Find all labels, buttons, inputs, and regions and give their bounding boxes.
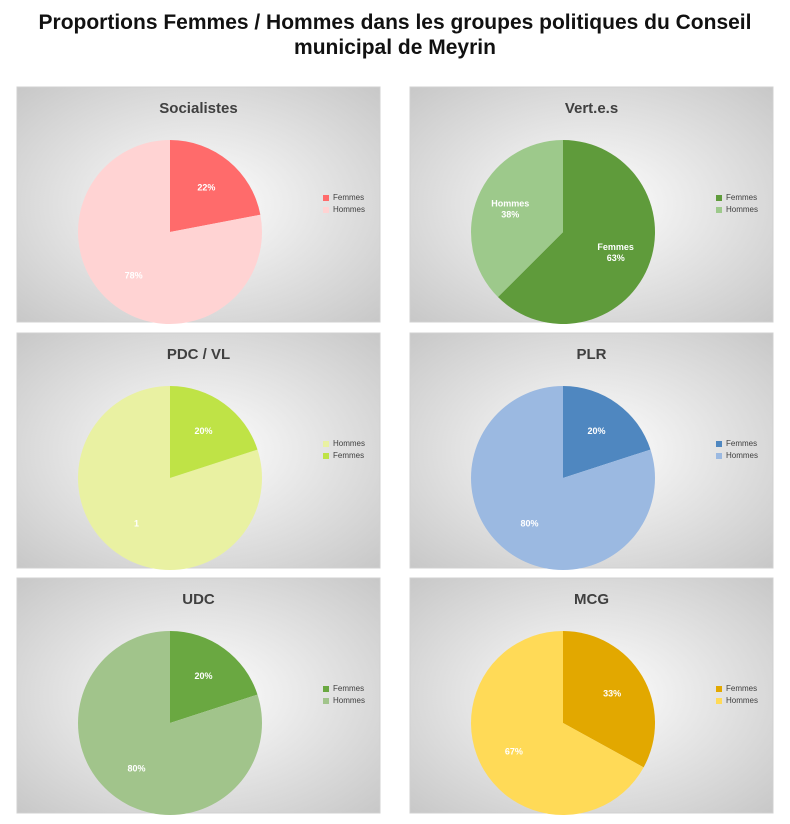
value-label: 20% <box>588 426 606 436</box>
pie-chart: PLR 20% 80% Femmes Hommes <box>409 332 774 571</box>
value-label: 22% <box>197 182 215 192</box>
chart-title: MCG <box>574 591 609 608</box>
legend-label: Hommes <box>726 696 758 705</box>
pie-slice <box>170 140 261 232</box>
pie-slice <box>471 140 563 298</box>
value-label: 20% <box>195 426 213 436</box>
legend-swatch <box>716 686 722 692</box>
value-label: 63% <box>607 253 625 263</box>
legend-label: Hommes <box>333 205 365 214</box>
legend-label: Femmes <box>333 193 364 202</box>
legend-swatch <box>716 698 722 704</box>
pie-chart: MCG 33% 67% Femmes Hommes <box>409 577 774 815</box>
pie-slice <box>497 140 656 324</box>
legend-label: Femmes <box>333 451 364 460</box>
legend-swatch <box>716 207 722 213</box>
legend-swatch <box>716 453 722 459</box>
pie-slice <box>77 631 262 816</box>
legend-swatch <box>716 441 722 447</box>
pie-slice <box>471 386 655 571</box>
legend-swatch <box>323 441 329 447</box>
chart-title: PDC / VL <box>167 346 230 363</box>
legend-swatch <box>323 698 329 704</box>
legend-label: Hommes <box>333 696 365 705</box>
chart-title: PLR <box>577 346 607 363</box>
slice-category-label: Hommes <box>491 199 529 209</box>
pie-chart: UDC 20% 80% Femmes Hommes <box>16 577 381 816</box>
legend-label: Femmes <box>726 684 757 693</box>
pie-chart: PDC / VL 1 20% Hommes Femmes <box>16 332 381 571</box>
legend-label: Femmes <box>726 439 757 448</box>
legend-swatch <box>323 686 329 692</box>
pie-chart: Socialistes 22% 78% Femmes Hommes <box>16 86 381 324</box>
value-label: 1 <box>134 519 139 529</box>
pie-slice <box>170 386 258 478</box>
chart-title: Socialistes <box>159 100 237 117</box>
chart-title: Vert.e.s <box>565 100 618 117</box>
legend-label: Femmes <box>333 684 364 693</box>
chart-title: UDC <box>182 591 215 608</box>
legend-swatch <box>323 207 329 213</box>
value-label: 38% <box>501 210 519 220</box>
pie-slice <box>471 631 644 815</box>
value-label: 67% <box>505 746 523 756</box>
legend-label: Hommes <box>726 205 758 214</box>
value-label: 80% <box>127 764 145 774</box>
value-label: 80% <box>520 519 538 529</box>
value-label: 20% <box>195 671 213 681</box>
legend-swatch <box>323 195 329 201</box>
slice-category-label: Femmes <box>597 242 634 252</box>
pie-slice <box>77 140 262 324</box>
legend-swatch <box>716 195 722 201</box>
value-label: 33% <box>603 688 621 698</box>
pie-slice <box>77 386 262 571</box>
legend-label: Hommes <box>333 439 365 448</box>
page-title: Proportions Femmes / Hommes dans les gro… <box>38 11 752 59</box>
pie-slice <box>170 631 258 723</box>
pie-slice <box>563 386 651 478</box>
value-label: 78% <box>125 270 143 280</box>
legend-label: Femmes <box>726 193 757 202</box>
pie-slice <box>563 631 655 768</box>
legend-swatch <box>323 453 329 459</box>
legend-label: Hommes <box>726 451 758 460</box>
